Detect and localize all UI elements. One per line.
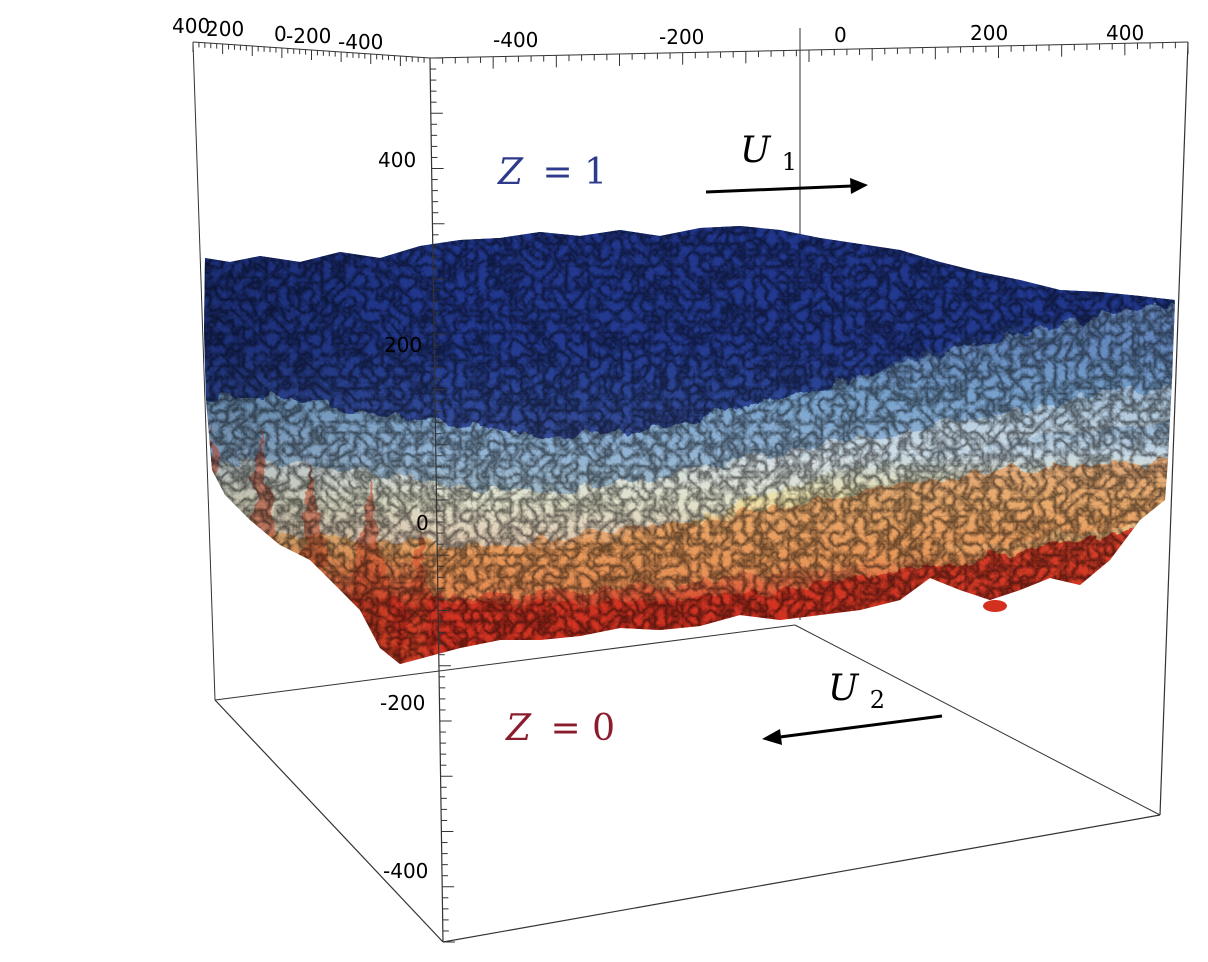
u1-symbol: U	[740, 130, 772, 171]
tick-label: 200	[970, 21, 1008, 45]
upper-stream-label: Z = 1	[497, 152, 607, 193]
svg-text:Z = 1: Z = 1	[497, 152, 607, 193]
tick-label: -400	[338, 30, 383, 54]
svg-text:U 1: U 1	[740, 130, 797, 176]
mixing-layer-isosurface	[204, 226, 1175, 664]
svg-text:U 2: U 2	[828, 668, 885, 714]
tick-label: 400	[378, 148, 416, 172]
axis-vertical: 400 200 0 -200 -400	[378, 148, 429, 883]
lower-stream-label: Z = 0	[505, 708, 615, 749]
tick-label: 0	[834, 23, 847, 47]
u2-arrow	[779, 714, 943, 739]
svg-text:Z = 0: Z = 0	[505, 708, 615, 749]
u1-arrow	[705, 184, 853, 194]
u2-symbol: U	[828, 668, 860, 709]
u1-arrowhead-icon	[850, 178, 868, 194]
tick-label: 200	[384, 333, 422, 357]
u2-subscript: 2	[870, 686, 885, 714]
lower-z-symbol: Z	[505, 708, 532, 749]
tick-label: -200	[380, 691, 425, 715]
axis-tick-marks	[192, 42, 1189, 943]
lower-velocity: U 2	[762, 668, 943, 745]
tick-label: 400	[172, 14, 210, 38]
upper-velocity: U 1	[705, 130, 868, 194]
tick-label: -400	[383, 859, 428, 883]
tick-label: 0	[416, 511, 429, 535]
axis-top-back: 400 200 0 -200 -400	[172, 14, 383, 54]
tick-label: 400	[1106, 21, 1144, 45]
upper-z-value: = 1	[542, 152, 607, 193]
tick-label: 200	[206, 17, 244, 41]
tick-label: -400	[493, 28, 538, 52]
upper-z-symbol: Z	[497, 152, 524, 193]
u2-arrowhead-icon	[762, 729, 782, 745]
lower-z-value: = 0	[550, 708, 615, 749]
axis-top-front: -400 -200 0 200 400	[493, 21, 1144, 52]
u1-subscript: 1	[782, 148, 797, 176]
tick-label: -200	[659, 25, 704, 49]
tick-label: -200	[286, 24, 331, 48]
tick-label: 0	[274, 22, 287, 46]
